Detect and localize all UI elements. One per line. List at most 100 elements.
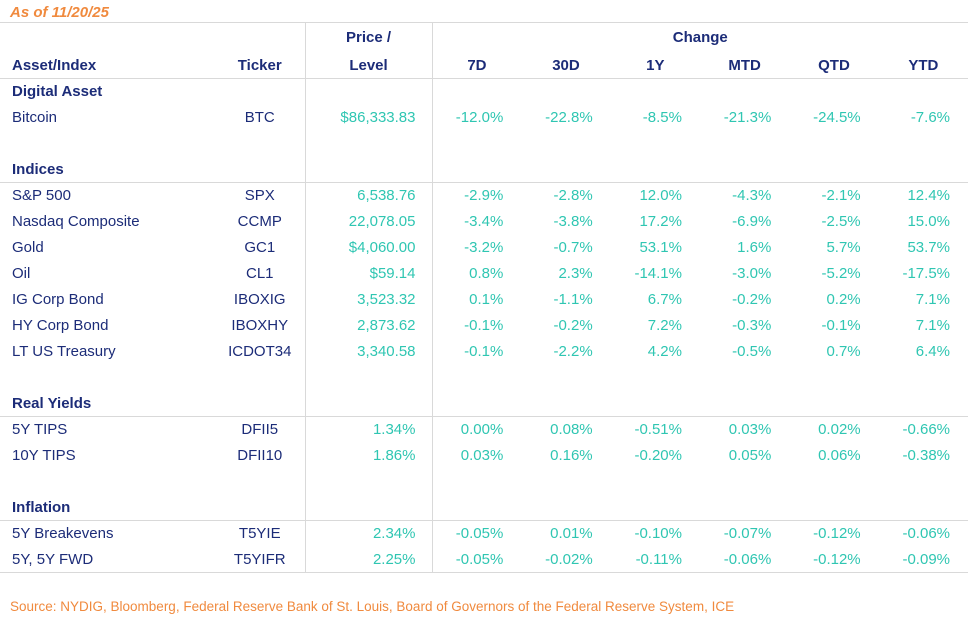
asset-cell: HY Corp Bond xyxy=(12,317,109,334)
change-cell-30d: -0.7% xyxy=(553,239,593,256)
spacer-cell xyxy=(304,364,433,391)
ticker-cell: GC1 xyxy=(244,239,276,256)
change-cell-1y: 53.1% xyxy=(639,239,682,256)
col-header-asset: Asset/Index xyxy=(0,52,215,79)
table-body: Digital Asset Bitcoin BTC $86,333.83 -12.0% -… xyxy=(0,78,968,573)
price-cell: 1.34% xyxy=(304,416,433,443)
change-cell-mtd: -3.0% xyxy=(732,265,772,282)
change-cell-1y: 6.7% xyxy=(647,291,682,308)
change-cell-qtd: -0.12% xyxy=(789,520,879,547)
asset-cell: S&P 500 xyxy=(0,182,215,209)
change-cell-30d: 0.16% xyxy=(550,447,593,464)
section-spacer-cell xyxy=(304,78,433,105)
change-cell-1y: -14.1% xyxy=(634,265,682,282)
change-cell-qtd: -5.2% xyxy=(821,265,861,282)
change-cell-qtd: 5.7% xyxy=(826,239,861,256)
section-spacer-cell xyxy=(304,390,433,417)
table-row: 5Y Breakevens T5YIE 2.34% -0.05% 0.01% -0.10%… xyxy=(0,520,968,547)
change-cell-mtd: -6.9% xyxy=(732,213,772,230)
section-label: Inflation xyxy=(12,498,71,516)
as-of-label: As of 11/20/25 xyxy=(10,4,109,21)
section-row: Inflation xyxy=(0,494,968,521)
change-cell-1y: 12.0% xyxy=(610,182,700,209)
ticker-cell: IBOXHY xyxy=(231,317,289,334)
change-cell-ytd: -0.38% xyxy=(902,447,950,464)
col-header-price-line2: Level xyxy=(304,52,433,79)
ticker-cell: T5YIFR xyxy=(233,550,286,568)
col-header-ticker: Ticker xyxy=(215,52,305,79)
change-cell-ytd: 7.1% xyxy=(915,317,950,334)
change-cell-qtd: -2.1% xyxy=(789,182,879,209)
spacer-cell xyxy=(304,468,433,495)
change-cell-30d: -2.8% xyxy=(521,182,611,209)
header-group-row: Price / Change xyxy=(0,22,968,53)
change-cell-mtd: -0.3% xyxy=(732,317,772,334)
change-cell-30d: -1.1% xyxy=(553,291,593,308)
change-cell-7d: -0.05% xyxy=(432,520,522,547)
price-cell: $86,333.83 xyxy=(304,104,433,131)
change-cell-mtd: 0.03% xyxy=(699,416,790,443)
change-cell-7d: -12.0% xyxy=(455,109,504,126)
ticker-cell: DFII10 xyxy=(237,447,283,464)
spacer-row xyxy=(0,468,968,495)
change-cell-7d: -2.9% xyxy=(432,182,522,209)
ticker-cell: DFII5 xyxy=(215,416,305,443)
price-cell: 2.25% xyxy=(304,546,433,573)
section-spacer-cell xyxy=(304,156,433,183)
asset-cell: 5Y Breakevens xyxy=(0,520,215,547)
table-row: HY Corp Bond IBOXHY 2,873.62 -0.1% -0.2% 7.2%… xyxy=(0,312,968,339)
col-header-ytd: YTD xyxy=(878,52,968,79)
table-header: Price / Change Asset/Index Ticker Level … xyxy=(0,22,968,79)
change-cell-7d: -0.1% xyxy=(464,343,504,360)
spacer-cell xyxy=(432,365,968,391)
change-cell-30d: 2.3% xyxy=(558,265,593,282)
change-cell-qtd: 0.02% xyxy=(789,416,879,443)
section-row: Real Yields xyxy=(0,390,968,417)
table-row: 5Y, 5Y FWD T5YIFR 2.25% -0.05% -0.02% -0.11% -… xyxy=(0,546,968,573)
change-cell-mtd: -0.07% xyxy=(699,520,790,547)
change-cell-qtd: 0.2% xyxy=(826,291,861,308)
change-cell-qtd: 0.7% xyxy=(826,343,861,360)
change-cell-1y: -0.11% xyxy=(635,550,682,568)
price-cell: 3,340.58 xyxy=(304,338,433,365)
header-spacer xyxy=(0,23,305,53)
change-cell-1y: -8.5% xyxy=(642,109,682,126)
change-cell-30d: -0.2% xyxy=(553,317,593,334)
asset-cell: Nasdaq Composite xyxy=(12,213,140,230)
section-spacer-cell xyxy=(432,157,968,183)
change-cell-qtd: -0.1% xyxy=(821,317,861,334)
section-spacer-cell xyxy=(432,79,968,105)
table-row: IG Corp Bond IBOXIG 3,523.32 0.1% -1.1% 6.7% -… xyxy=(0,286,968,313)
change-cell-30d: -0.02% xyxy=(545,550,593,568)
section-spacer-cell xyxy=(432,391,968,417)
price-cell: 1.86% xyxy=(304,442,433,469)
ticker-cell: BTC xyxy=(244,109,275,126)
spacer-cell xyxy=(304,130,433,157)
asset-cell: Bitcoin xyxy=(12,109,58,126)
spacer-cell xyxy=(432,131,968,157)
ticker-cell: IBOXIG xyxy=(233,291,286,308)
section-spacer-cell xyxy=(432,495,968,521)
change-cell-ytd: 6.4% xyxy=(915,343,950,360)
change-cell-30d: 0.01% xyxy=(521,520,611,547)
section-label: Digital Asset xyxy=(12,83,103,101)
change-cell-7d: 0.03% xyxy=(460,447,504,464)
asset-cell: 5Y, 5Y FWD xyxy=(12,550,94,568)
table-row: 10Y TIPS DFII10 1.86% 0.03% 0.16% -0.20% 0.05%… xyxy=(0,442,968,469)
market-data-table: Price / Change Asset/Index Ticker Level … xyxy=(0,22,968,573)
ticker-cell: SPX xyxy=(215,182,305,209)
col-header-30d: 30D xyxy=(521,52,611,79)
asset-cell: 5Y TIPS xyxy=(0,416,215,443)
change-cell-7d: -3.2% xyxy=(464,239,504,256)
section-label: Real Yields xyxy=(12,394,92,412)
change-cell-7d: 0.8% xyxy=(469,265,504,282)
price-cell: 6,538.76 xyxy=(304,182,433,209)
change-cell-mtd: -21.3% xyxy=(723,109,772,126)
change-cell-mtd: -0.2% xyxy=(732,291,772,308)
change-cell-ytd: 7.1% xyxy=(915,291,950,308)
table-row: Nasdaq Composite CCMP 22,078.05 -3.4% -3.8% 1… xyxy=(0,208,968,235)
change-cell-qtd: -0.12% xyxy=(813,550,861,568)
header-columns-row: Asset/Index Ticker Level 7D 30D 1Y MTD Q… xyxy=(0,52,968,79)
change-cell-ytd: -0.09% xyxy=(902,550,950,568)
change-cell-1y: 7.2% xyxy=(647,317,682,334)
